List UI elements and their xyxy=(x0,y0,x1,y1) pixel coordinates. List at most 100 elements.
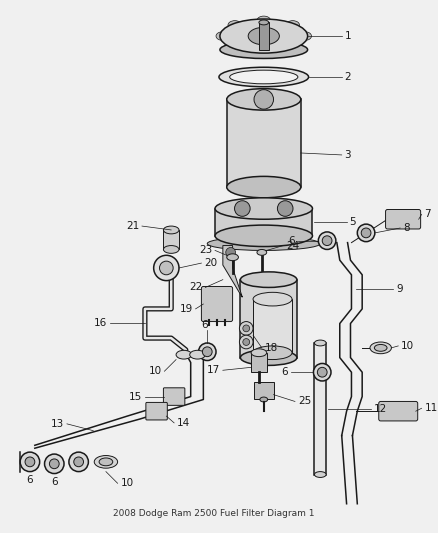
Text: 16: 16 xyxy=(94,319,107,328)
Circle shape xyxy=(154,255,179,281)
Circle shape xyxy=(243,338,250,345)
Text: 6: 6 xyxy=(288,236,295,246)
Ellipse shape xyxy=(240,350,297,366)
Circle shape xyxy=(318,232,336,249)
FancyBboxPatch shape xyxy=(379,401,418,421)
Ellipse shape xyxy=(257,249,267,255)
Ellipse shape xyxy=(228,21,242,29)
Bar xyxy=(314,343,326,474)
FancyBboxPatch shape xyxy=(201,286,233,321)
Ellipse shape xyxy=(259,20,268,25)
Bar xyxy=(240,280,297,358)
Text: 13: 13 xyxy=(51,419,64,429)
Ellipse shape xyxy=(215,198,312,219)
Ellipse shape xyxy=(216,31,230,41)
Ellipse shape xyxy=(257,47,271,56)
Text: 1: 1 xyxy=(345,31,351,41)
Circle shape xyxy=(202,347,212,357)
Circle shape xyxy=(25,457,35,467)
Circle shape xyxy=(74,457,84,467)
Ellipse shape xyxy=(176,350,192,359)
Text: 15: 15 xyxy=(129,392,142,401)
Bar xyxy=(251,353,267,372)
Circle shape xyxy=(49,459,59,469)
Ellipse shape xyxy=(163,246,179,253)
Ellipse shape xyxy=(240,272,297,287)
Ellipse shape xyxy=(260,397,268,402)
Text: 12: 12 xyxy=(374,404,387,414)
Ellipse shape xyxy=(253,346,292,360)
Circle shape xyxy=(198,343,216,360)
Ellipse shape xyxy=(230,70,298,84)
Circle shape xyxy=(234,201,250,216)
Circle shape xyxy=(69,452,88,472)
Ellipse shape xyxy=(314,340,326,346)
Ellipse shape xyxy=(227,254,238,261)
Text: 10: 10 xyxy=(148,366,162,376)
Text: 6: 6 xyxy=(201,320,208,330)
Text: 21: 21 xyxy=(126,221,139,231)
Circle shape xyxy=(159,261,173,275)
Circle shape xyxy=(226,247,236,257)
Ellipse shape xyxy=(298,31,311,41)
Circle shape xyxy=(240,335,253,349)
Circle shape xyxy=(314,364,331,381)
Bar xyxy=(215,208,312,236)
Text: 11: 11 xyxy=(424,403,438,413)
Ellipse shape xyxy=(314,472,326,478)
FancyBboxPatch shape xyxy=(163,388,185,405)
Text: 5: 5 xyxy=(350,217,356,227)
Text: 19: 19 xyxy=(180,304,193,314)
Ellipse shape xyxy=(163,226,179,234)
Circle shape xyxy=(45,454,64,473)
Ellipse shape xyxy=(215,225,312,247)
Polygon shape xyxy=(223,246,242,297)
Text: 24: 24 xyxy=(286,240,300,251)
Circle shape xyxy=(277,201,293,216)
Ellipse shape xyxy=(228,43,242,52)
Text: 3: 3 xyxy=(345,150,351,160)
Text: 25: 25 xyxy=(298,397,311,407)
Ellipse shape xyxy=(207,237,320,251)
Circle shape xyxy=(254,90,273,109)
Text: 6: 6 xyxy=(282,367,288,377)
Circle shape xyxy=(361,228,371,238)
Bar xyxy=(227,99,301,187)
Text: 2008 Dodge Ram 2500 Fuel Filter Diagram 1: 2008 Dodge Ram 2500 Fuel Filter Diagram … xyxy=(113,510,315,519)
Text: 2: 2 xyxy=(345,72,351,82)
Ellipse shape xyxy=(220,41,307,59)
Text: 23: 23 xyxy=(199,245,212,255)
Ellipse shape xyxy=(190,350,205,359)
Text: 22: 22 xyxy=(189,282,202,293)
Bar xyxy=(163,230,179,249)
Bar xyxy=(253,299,292,353)
FancyBboxPatch shape xyxy=(385,209,420,229)
Circle shape xyxy=(322,236,332,246)
Text: 10: 10 xyxy=(401,341,414,351)
Ellipse shape xyxy=(248,27,279,45)
Bar xyxy=(259,22,268,50)
Ellipse shape xyxy=(374,344,387,351)
Circle shape xyxy=(357,224,375,241)
Ellipse shape xyxy=(253,292,292,306)
Circle shape xyxy=(20,452,40,472)
Text: 20: 20 xyxy=(205,258,217,268)
Ellipse shape xyxy=(227,88,301,110)
Text: 14: 14 xyxy=(177,418,190,428)
Ellipse shape xyxy=(220,19,307,53)
Ellipse shape xyxy=(257,16,271,25)
Text: 8: 8 xyxy=(403,223,410,233)
Circle shape xyxy=(243,325,250,332)
FancyBboxPatch shape xyxy=(146,402,167,420)
Text: 9: 9 xyxy=(396,285,403,294)
Text: 17: 17 xyxy=(207,365,220,375)
Circle shape xyxy=(240,321,253,335)
Ellipse shape xyxy=(227,176,301,198)
Ellipse shape xyxy=(286,21,300,29)
Circle shape xyxy=(318,367,327,377)
Text: 7: 7 xyxy=(424,209,431,220)
Text: 6: 6 xyxy=(51,478,57,488)
Ellipse shape xyxy=(94,456,118,468)
Ellipse shape xyxy=(286,43,300,52)
Ellipse shape xyxy=(370,342,392,354)
